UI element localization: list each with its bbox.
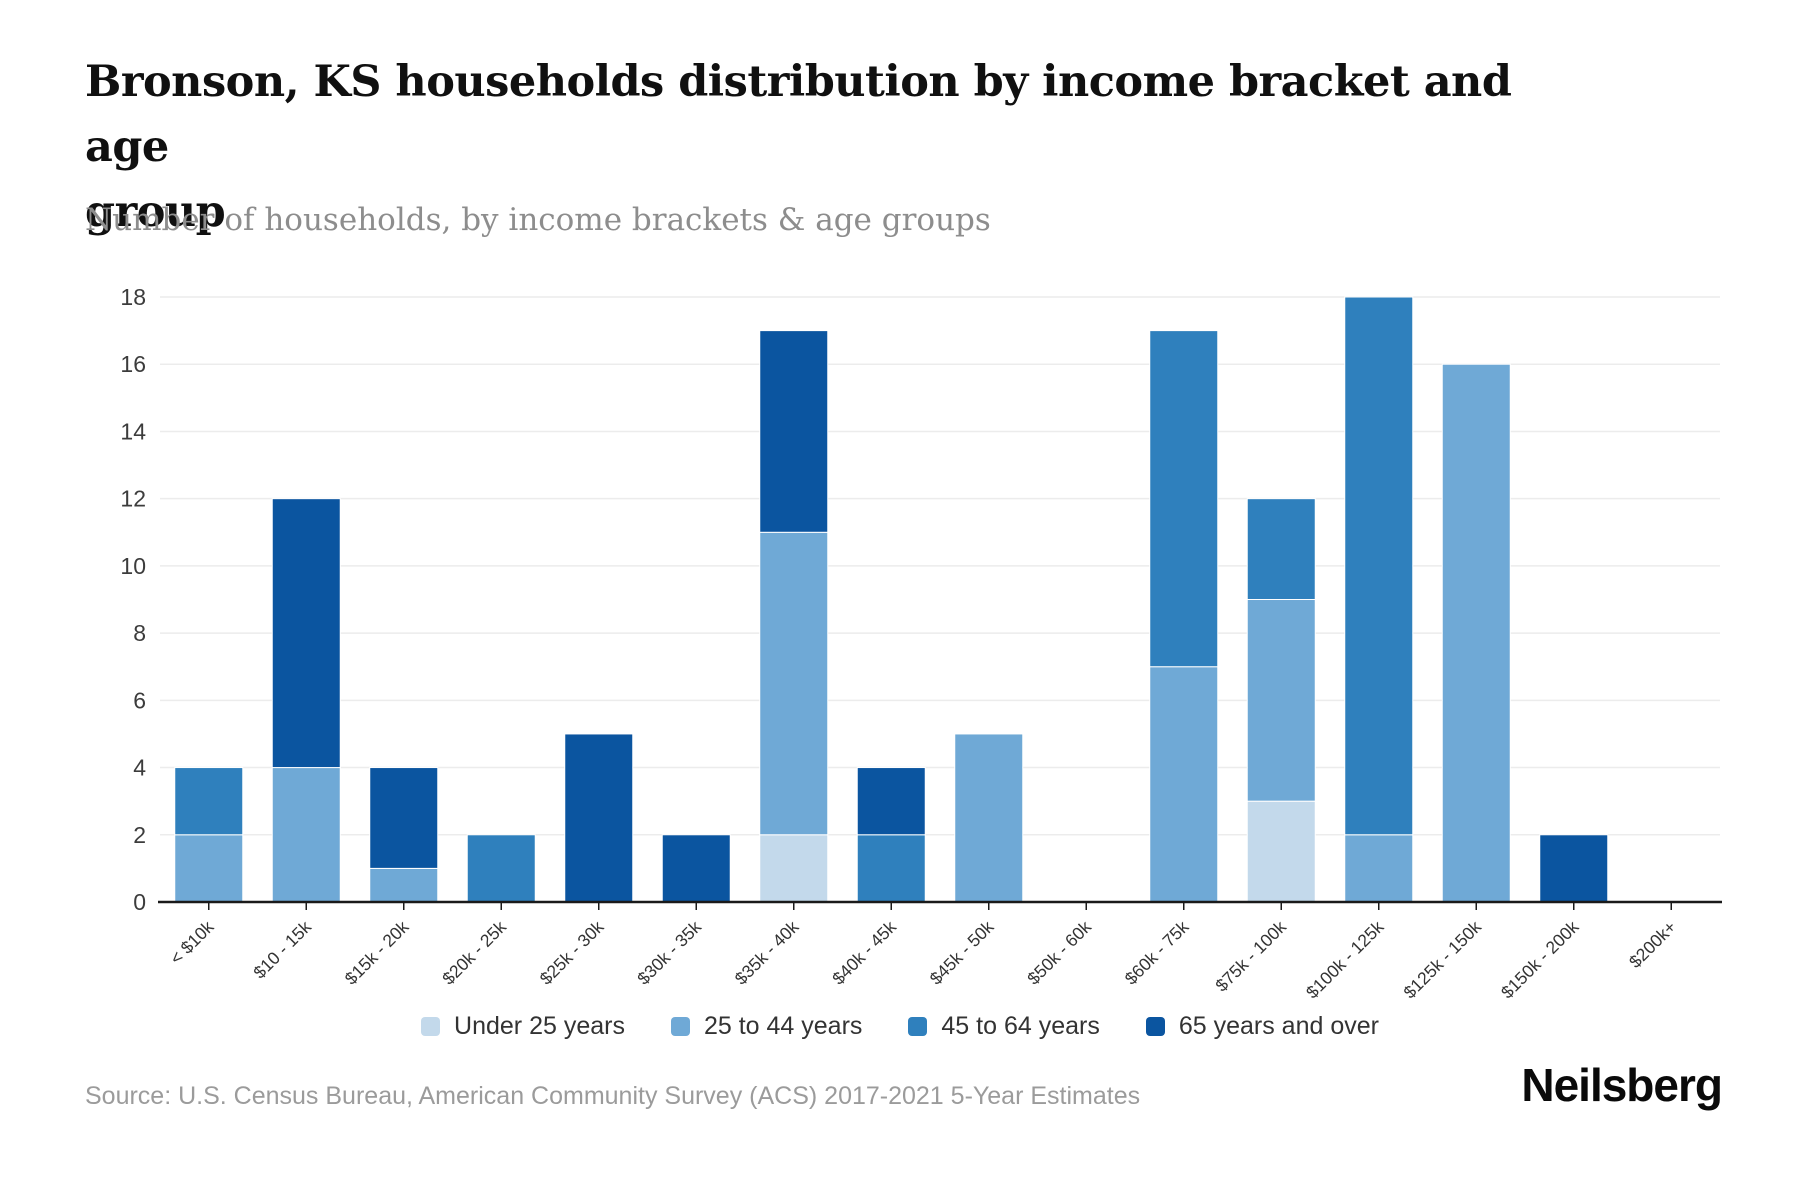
legend-swatch-icon xyxy=(670,1017,690,1036)
bar-segment[interactable] xyxy=(1344,834,1414,903)
bar-segment[interactable] xyxy=(1246,800,1316,903)
x-axis-category-label: $45k - 50k xyxy=(926,917,998,989)
x-axis-category-label: $50k - 60k xyxy=(1023,917,1095,989)
chart-subtitle: Number of households, by income brackets… xyxy=(85,202,991,238)
x-axis-category-label: $35k - 40k xyxy=(731,917,803,989)
legend-label: Under 25 years xyxy=(454,1012,625,1040)
bar-segment[interactable] xyxy=(759,531,829,836)
x-axis-category-label: $150k - 200k xyxy=(1497,917,1583,1003)
legend-item[interactable]: 45 to 64 years xyxy=(908,1012,1100,1041)
bar-segment[interactable] xyxy=(174,767,244,836)
bar-segment[interactable] xyxy=(661,834,731,903)
bar-segment[interactable] xyxy=(1246,599,1316,802)
bar-segment[interactable] xyxy=(369,767,439,869)
x-axis-category-label: $30k - 35k xyxy=(633,917,705,989)
y-axis-tick-label: 10 xyxy=(120,553,146,579)
x-axis-category-label: < $10k xyxy=(166,917,218,969)
y-axis-tick-label: 6 xyxy=(133,687,146,713)
x-axis-category-label: $15k - 20k xyxy=(341,917,413,989)
y-axis-tick-label: 8 xyxy=(133,620,146,646)
y-axis-tick-label: 12 xyxy=(120,486,146,512)
bar-segment[interactable] xyxy=(174,834,244,903)
legend-item[interactable]: Under 25 years xyxy=(421,1012,625,1041)
legend-swatch-icon xyxy=(421,1017,441,1036)
x-axis-category-label: $100k - 125k xyxy=(1302,917,1388,1003)
bar-segment[interactable] xyxy=(1539,834,1609,903)
legend-item[interactable]: 25 to 44 years xyxy=(670,1012,863,1041)
chart-title: Bronson, KS households distribution by i… xyxy=(85,50,1585,245)
legend-swatch-icon xyxy=(908,1017,928,1036)
x-axis-category-label: $40k - 45k xyxy=(828,917,900,989)
source-note: Source: U.S. Census Bureau, American Com… xyxy=(85,1082,1141,1110)
bar-segment[interactable] xyxy=(954,733,1024,903)
x-axis-category-label: $10 - 15k xyxy=(249,917,315,983)
chart-title-line2: group xyxy=(85,187,226,237)
neilsberg-logo: Neilsberg xyxy=(1521,1059,1723,1111)
bar-segment[interactable] xyxy=(759,330,829,533)
bar-segment[interactable] xyxy=(369,867,439,903)
x-axis-category-label: $125k - 150k xyxy=(1399,917,1485,1003)
bar-segment[interactable] xyxy=(856,834,926,903)
bar-segment[interactable] xyxy=(1149,330,1219,668)
bar-segment[interactable] xyxy=(271,767,341,903)
bar-segment[interactable] xyxy=(1344,296,1414,836)
bar-segment[interactable] xyxy=(271,498,341,769)
x-axis-category-label: $25k - 30k xyxy=(536,917,608,989)
y-axis-tick-label: 14 xyxy=(120,418,146,444)
y-axis-tick-label: 2 xyxy=(133,822,146,848)
bar-segment[interactable] xyxy=(1149,666,1219,903)
chart-title-line1: Bronson, KS households distribution by i… xyxy=(85,57,1512,172)
y-axis-tick-label: 16 xyxy=(120,351,146,377)
bar-segment[interactable] xyxy=(1441,363,1511,903)
y-axis-tick-label: 4 xyxy=(133,755,146,781)
y-axis-tick-label: 0 xyxy=(133,889,146,915)
y-axis-tick-label: 18 xyxy=(120,284,146,310)
x-axis-category-label: $200k+ xyxy=(1625,917,1680,972)
bar-segment[interactable] xyxy=(564,733,634,903)
legend-swatch-icon xyxy=(1145,1017,1165,1036)
bar-segment[interactable] xyxy=(1246,498,1316,600)
bar-segment[interactable] xyxy=(466,834,536,903)
bar-segment[interactable] xyxy=(759,834,829,903)
chart-legend: Under 25 years 25 to 44 years 45 to 64 yea… xyxy=(0,1012,1800,1041)
x-axis-category-label: $60k - 75k xyxy=(1121,917,1193,989)
legend-label: 65 years and over xyxy=(1178,1012,1379,1040)
x-axis-category-label: $20k - 25k xyxy=(438,917,510,989)
bar-segment[interactable] xyxy=(856,767,926,836)
x-axis-category-label: $75k - 100k xyxy=(1211,917,1290,996)
legend-item[interactable]: 65 years and over xyxy=(1145,1012,1379,1041)
legend-label: 45 to 64 years xyxy=(941,1012,1100,1040)
stacked-bar-chart: 0 2 4 6 8 10 12 14 16 18 < $10k $10 - 15k $15k - 20k… xyxy=(120,284,1722,1003)
legend-label: 25 to 44 years xyxy=(703,1012,863,1040)
